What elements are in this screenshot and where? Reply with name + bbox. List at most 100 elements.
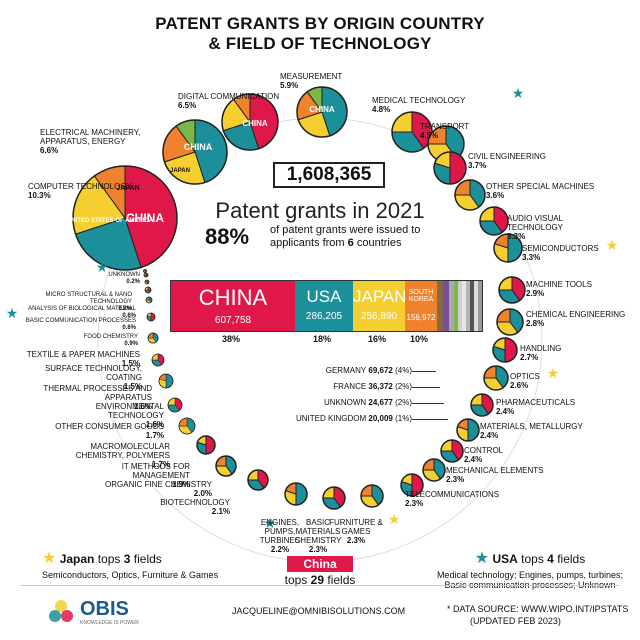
field-label-basic-materials-chemistry: BASIC MATERIALS CHEMISTRY 2.3%: [288, 518, 348, 554]
email-link[interactable]: JACQUELINE@OMNIBISOLUTIONS.COM: [232, 606, 406, 616]
bar-segment-other: [462, 281, 466, 331]
field-share: 2.3%: [346, 536, 366, 545]
field-label-computer-technology: COMPUTER TECHNOLOGY 10.3%: [28, 182, 138, 200]
field-pie-thermal-processes-and-apparatus: [151, 353, 165, 367]
updated-note: (UPDATED FEB 2023): [470, 616, 561, 626]
bar-share-usa: 18%: [313, 334, 332, 344]
japan-fields: fields: [133, 552, 162, 566]
field-name: CHEMICAL ENGINEERING: [526, 310, 626, 319]
field-label-basic-communication-processes: BASIC COMMUNICATION PROCESSES 0.6%: [16, 318, 136, 332]
field-name: BIOTECHNOLOGY: [160, 498, 230, 507]
field-label-control: CONTROL 2.4%: [464, 446, 574, 464]
field-pie-biotechnology: [247, 469, 269, 491]
share-percent: 88%: [205, 224, 250, 249]
minor-country-united-kingdom: UNITED KINGDOM 20,009 (1%): [292, 414, 412, 424]
field-label-digital-communication: DIGITAL COMMUNICATION 6.5%: [178, 92, 288, 110]
field-name: TELECOMMUNICATIONS: [405, 490, 500, 499]
field-share: 1.5%: [123, 382, 142, 391]
pie-label: CHINA: [126, 211, 164, 225]
field-share: 5.9%: [280, 81, 299, 90]
minor-country-value: 24,677: [366, 398, 396, 407]
field-name: HANDLING: [520, 344, 562, 353]
japan-mid: tops: [97, 552, 121, 566]
field-share: 1.6%: [133, 402, 152, 411]
field-share: 2.8%: [526, 319, 545, 328]
field-pie-other-special-machines: [454, 179, 486, 211]
bar-label-south-korea: SOUTH KOREA: [408, 289, 434, 303]
minor-country-name: GERMANY: [325, 366, 367, 375]
pie-label: JAPAN: [116, 185, 139, 192]
field-label-unknown: UNKNOWN 0.2%: [20, 272, 140, 286]
field-share: 1.7%: [151, 460, 170, 469]
field-label-chemical-engineering: CHEMICAL ENGINEERING 2.8%: [526, 310, 636, 328]
field-share: 2.7%: [520, 353, 539, 362]
field-label-optics: OPTICS 2.6%: [510, 372, 620, 390]
bar-segment-other: [470, 281, 474, 331]
field-share: 1.6%: [145, 420, 164, 429]
field-label-civil-engineering: CIVIL ENGINEERING 3.7%: [468, 152, 578, 170]
leader-line: [412, 403, 444, 404]
field-name: PHARMACEUTICALS: [496, 398, 576, 407]
field-name: ELECTRICAL MACHINERY, APPARATUS, ENERGY: [40, 128, 141, 146]
star-icon: ★: [42, 550, 57, 567]
star-icon: ★: [388, 511, 401, 527]
star-icon: ★: [474, 550, 490, 567]
minor-country-value: 36,372: [366, 382, 396, 391]
data-source: * DATA SOURCE: WWW.WIPO.INT/IPSTATS: [447, 604, 629, 614]
field-label-other-special-machines: OTHER SPECIAL MACHINES 3.6%: [486, 182, 596, 200]
field-pie-it-methods-for-management: [196, 435, 216, 455]
field-label-transport: TRANSPORT 4.5%: [420, 122, 530, 140]
star-icon: ★: [547, 365, 560, 381]
share-note-a: of patent grants were issued to: [270, 224, 421, 236]
leader-line: [412, 419, 448, 420]
minor-country-france: FRANCE 36,372 (2%): [292, 382, 412, 392]
grants-heading: Patent grants in 2021: [215, 198, 425, 223]
japan-title: Japan: [59, 552, 95, 566]
divider: [20, 585, 620, 586]
field-name: CONTROL: [464, 446, 504, 455]
japan-note: Semiconductors, Optics, Furniture & Game…: [42, 570, 219, 580]
pie-slice: [449, 151, 467, 185]
field-label-it-methods-for-management: IT METHODS FOR MANAGEMENT 1.9%: [70, 462, 190, 489]
field-share: 6.5%: [178, 101, 197, 110]
usa-fields: fields: [557, 552, 586, 566]
bar-segment-other: [478, 281, 482, 331]
field-share: 2.2%: [270, 545, 290, 554]
field-label-biotechnology: BIOTECHNOLOGY 2.1%: [110, 498, 230, 516]
bar-share-south-korea: 10%: [410, 334, 429, 344]
minor-country-share: (2%): [395, 382, 412, 391]
field-name: TEXTILE & PAPER MACHINES: [26, 350, 140, 359]
usa-title: USA: [492, 552, 518, 566]
field-name: AUDIO VISUAL TECHNOLOGY: [507, 214, 564, 232]
field-share: 2.4%: [464, 455, 483, 464]
obis-logo-text: OBIS: [80, 598, 129, 620]
field-pie-audio-visual-technology: [479, 206, 509, 236]
field-share: 1.7%: [145, 431, 164, 440]
field-name: MECHANICAL ELEMENTS: [446, 466, 544, 475]
field-share: 3.3%: [507, 232, 526, 241]
bar-label-china: CHINA: [198, 285, 268, 310]
field-pie-other-consumer-goods: [167, 397, 183, 413]
minor-country-share: (4%): [395, 366, 412, 375]
field-label-handling: HANDLING 2.7%: [520, 344, 630, 362]
minor-country-germany: GERMANY 69,672 (4%): [292, 366, 412, 376]
star-icon: ★: [606, 237, 619, 253]
field-share: 0.6%: [122, 313, 136, 319]
pie-label: UNITED STATES OF AMERICA: [67, 218, 154, 224]
field-pie-materials-metallurgy: [456, 418, 480, 442]
minor-country-share: (2%): [395, 398, 412, 407]
china-tops: tops: [284, 573, 308, 587]
field-name: IT METHODS FOR MANAGEMENT: [121, 462, 190, 480]
field-name: BASIC MATERIALS CHEMISTRY: [294, 518, 342, 545]
leader-line: [412, 387, 440, 388]
field-label-thermal-processes-and-apparatus: THERMAL PROCESSES AND APPARATUS 1.6%: [32, 384, 152, 411]
field-pie-pharmaceuticals: [470, 393, 494, 417]
usa-count: 4: [547, 552, 554, 566]
field-name: THERMAL PROCESSES AND APPARATUS: [43, 384, 152, 402]
field-name: OTHER CONSUMER GOODS: [55, 422, 164, 431]
obis-logo-icon: [49, 600, 73, 622]
field-pie-handling: [492, 337, 518, 363]
field-label-engines-pumps-turbines: ENGINES, PUMPS, TURBINES 2.2%: [250, 518, 310, 554]
field-share: 3.3%: [522, 253, 541, 262]
